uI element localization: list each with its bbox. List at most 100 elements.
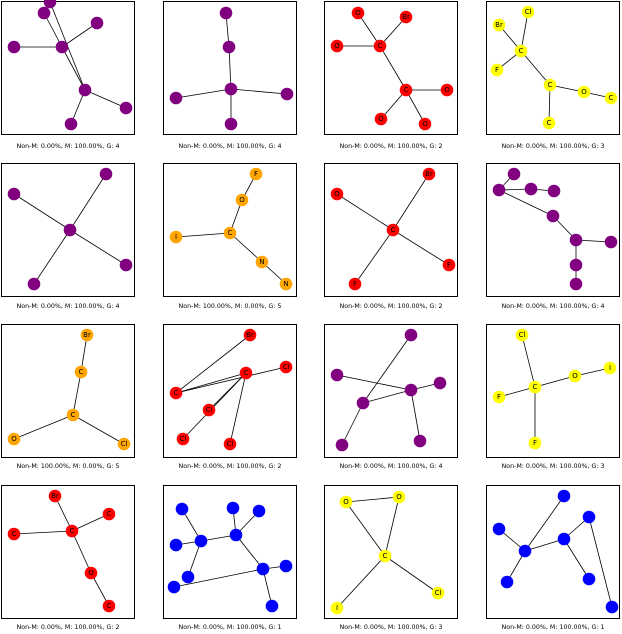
graph-node [223,226,237,240]
graph-edge [54,495,73,532]
graph-panel: Br C C C O C [1,485,135,619]
graph-edge [524,538,565,552]
graph-edge [362,334,412,404]
node-label: I [336,604,338,612]
graph-node [528,380,542,394]
graph-node [413,434,427,448]
graph-panel: Cl Br C F C O C C [486,1,620,135]
node-label: C [378,42,383,50]
graph-node [330,39,344,53]
graph-node [119,258,133,272]
graph-edge [262,568,273,607]
node-label: O [11,435,17,443]
node-label: Br [425,170,433,178]
graph-caption: Non-M: 0.00%, M: 100.00%, G: 4 [178,143,282,150]
graph-node [604,91,618,105]
graph-edge [392,173,430,231]
node-label: Br [246,331,254,339]
graph-caption: Non-M: 0.00%, M: 100.00%, G: 3 [501,143,605,150]
graph-node [102,599,116,613]
graph-edge [379,45,407,91]
node-label: C [71,411,76,419]
graph-edge [336,374,412,391]
graph-node [557,532,571,546]
node-label: C [404,86,409,94]
node-label: N [259,258,264,266]
node-label: Br [495,21,503,29]
graph-node [64,117,78,131]
node-label: Cl [525,8,532,16]
graph-node [392,490,406,504]
graph-node [175,502,189,516]
graph-node [348,277,362,291]
graph-edge [520,11,529,52]
graph-node [442,258,456,272]
graph-edge [229,372,247,445]
graph-node [256,562,270,576]
graph-node [235,193,249,207]
graph-edge [336,555,386,609]
graph-caption: Non-M: 0.00%, M: 100.00%, G: 3 [339,624,443,631]
graph-node [603,361,617,375]
graph-node [229,528,243,542]
graph-caption: Non-M: 0.00%, M: 100.00%, G: 2 [339,143,443,150]
node-label: Br [402,13,410,21]
node-label: O [88,569,94,577]
node-label: C [244,369,249,377]
node-label: Br [51,492,59,500]
node-label: O [572,372,578,380]
graph-node [176,432,190,446]
graph-edge [13,414,74,440]
graph-edge [588,516,613,608]
graph-node [280,87,294,101]
graph-node [518,544,532,558]
graph-caption: Non-M: 0.00%, M: 100.00%, G: 4 [16,143,120,150]
graph-panel [486,163,620,297]
graph-edge [43,12,63,48]
node-label: O [355,9,361,17]
graph-node [265,599,279,613]
graph-edge [228,46,232,90]
graph-node [224,82,238,96]
graph-caption: Non-M: 0.00%, M: 100.00%, G: 4 [501,303,605,310]
graph-node [78,83,92,97]
graph-node [7,40,21,54]
graph-node [279,559,293,573]
graph-node [7,187,21,201]
graph-edge [362,389,412,404]
node-label: Cl [283,363,290,371]
graph-node [568,369,582,383]
graph-edge [230,88,288,95]
graph-edge [71,530,92,574]
graph-node [169,91,183,105]
graph-node [582,572,596,586]
graph-edge [345,501,386,557]
graph-edge [229,232,263,263]
graph-svg [167,501,293,613]
graph-node [431,586,445,600]
graph-panel [1,0,135,135]
node-label: C [228,229,233,237]
graph-node [74,365,88,379]
graph-node [90,16,104,30]
node-label: Cl [206,406,213,414]
graph-caption: Non-M: 0.00%, M: 100.00%, G: 4 [16,303,120,310]
graph-edge [563,538,590,580]
node-label: O [422,120,428,128]
graph-node [351,6,365,20]
node-label: C [70,527,75,535]
graph-edge [521,334,536,388]
graph-panel: Br C Cl C Cl Cl Cl [163,324,297,458]
graph-edge [175,88,232,99]
graph-node [252,504,266,518]
graph-svg: Br C Cl C Cl Cl Cl [169,328,293,451]
node-label: F [353,280,357,288]
graph-node [582,510,596,524]
graph-node [507,167,521,181]
node-label: F [254,170,258,178]
graph-node [543,78,557,92]
graph-edge [380,89,407,120]
graph-node [63,223,77,237]
node-label: F [533,439,537,447]
graph-node [335,438,349,452]
